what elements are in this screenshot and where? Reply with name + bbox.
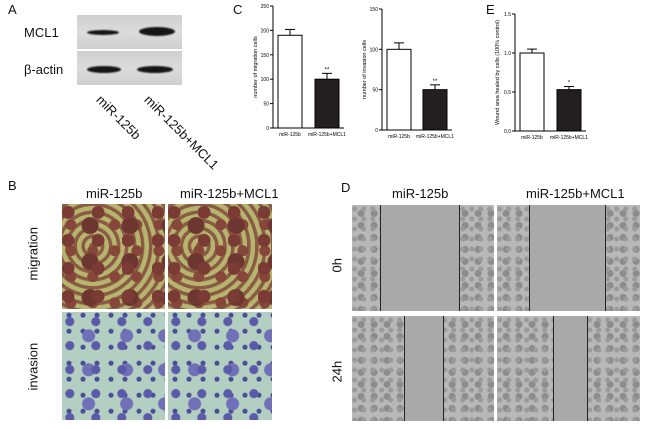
x-tick-label: miR-125b+MCL1 xyxy=(308,132,346,138)
y-tick-label: 100 xyxy=(370,47,379,53)
micrograph-invasion-mir125b xyxy=(62,312,165,420)
micrograph-invasion-mcl1 xyxy=(168,312,272,420)
panel-label-a: A xyxy=(8,2,17,17)
bar xyxy=(519,52,545,132)
significance-label: ** xyxy=(325,67,330,73)
micrograph-migration-mcl1 xyxy=(168,204,272,309)
significance-label: * xyxy=(568,81,571,87)
bar xyxy=(422,89,448,131)
y-tick-label: 1.0 xyxy=(504,51,511,57)
bar xyxy=(314,78,340,129)
y-tick-label: 150 xyxy=(261,53,270,59)
wound-image-24h-mir125b xyxy=(352,316,494,421)
y-tick-label: 0.0 xyxy=(504,129,511,135)
y-tick-label: 50 xyxy=(263,102,269,108)
wound-image-0h-mir125b xyxy=(352,205,494,311)
x-tick-label: miR-125b+MCL1 xyxy=(416,134,454,140)
wound-image-0h-mcl1 xyxy=(497,205,640,311)
row-label: migration xyxy=(25,227,41,281)
blot-row-label-actin: β-actin xyxy=(24,62,64,77)
bar xyxy=(556,89,582,132)
row-label: 24h xyxy=(329,360,345,383)
row-label: 0h xyxy=(329,258,345,273)
panel-label-d: D xyxy=(341,180,351,195)
x-tick-label: miR-125b xyxy=(388,134,410,140)
y-tick-label: 250 xyxy=(261,4,270,10)
y-tick-label: 0 xyxy=(375,128,378,134)
x-tick-label: miR-125b+MCL1 xyxy=(550,135,588,141)
micrograph-migration-mir125b xyxy=(62,204,165,309)
y-axis-label: number of migration cells xyxy=(253,36,259,98)
blot-actin xyxy=(77,51,182,85)
x-tick-label: miR-125b xyxy=(279,132,301,138)
y-axis-label: number of invasion cells xyxy=(362,40,368,99)
panel-label-c: C xyxy=(233,2,243,17)
y-tick-label: 0.5 xyxy=(504,90,511,96)
row-label: invasion xyxy=(25,342,41,391)
y-tick-label: 50 xyxy=(372,88,378,94)
y-tick-label: 0 xyxy=(266,126,269,132)
blot-mcl1 xyxy=(77,15,182,49)
column-header: miR-125b xyxy=(392,186,449,201)
significance-label: ** xyxy=(433,79,438,85)
bar xyxy=(386,48,412,131)
wound-image-24h-mcl1 xyxy=(497,316,640,421)
blot-row-label-mcl1: MCL1 xyxy=(24,25,59,40)
y-tick-label: 1.5 xyxy=(504,12,511,18)
y-tick-label: 100 xyxy=(261,77,270,83)
bar-charts: 0 50 100 150 200 250 number of migration cells… xyxy=(253,4,588,141)
panel-label-e: E xyxy=(486,2,495,17)
y-axis-label: Wound area healed by cells (100% control… xyxy=(495,20,501,125)
column-header: miR-125b xyxy=(86,186,143,201)
column-header: miR-125b+MCL1 xyxy=(180,186,279,201)
panel-label-b: B xyxy=(8,178,17,193)
bar xyxy=(277,34,303,129)
y-tick-label: 200 xyxy=(261,28,270,34)
x-tick-label: miR-125b xyxy=(521,135,543,141)
y-tick-label: 150 xyxy=(370,7,379,13)
column-header: miR-125b+MCL1 xyxy=(526,186,625,201)
